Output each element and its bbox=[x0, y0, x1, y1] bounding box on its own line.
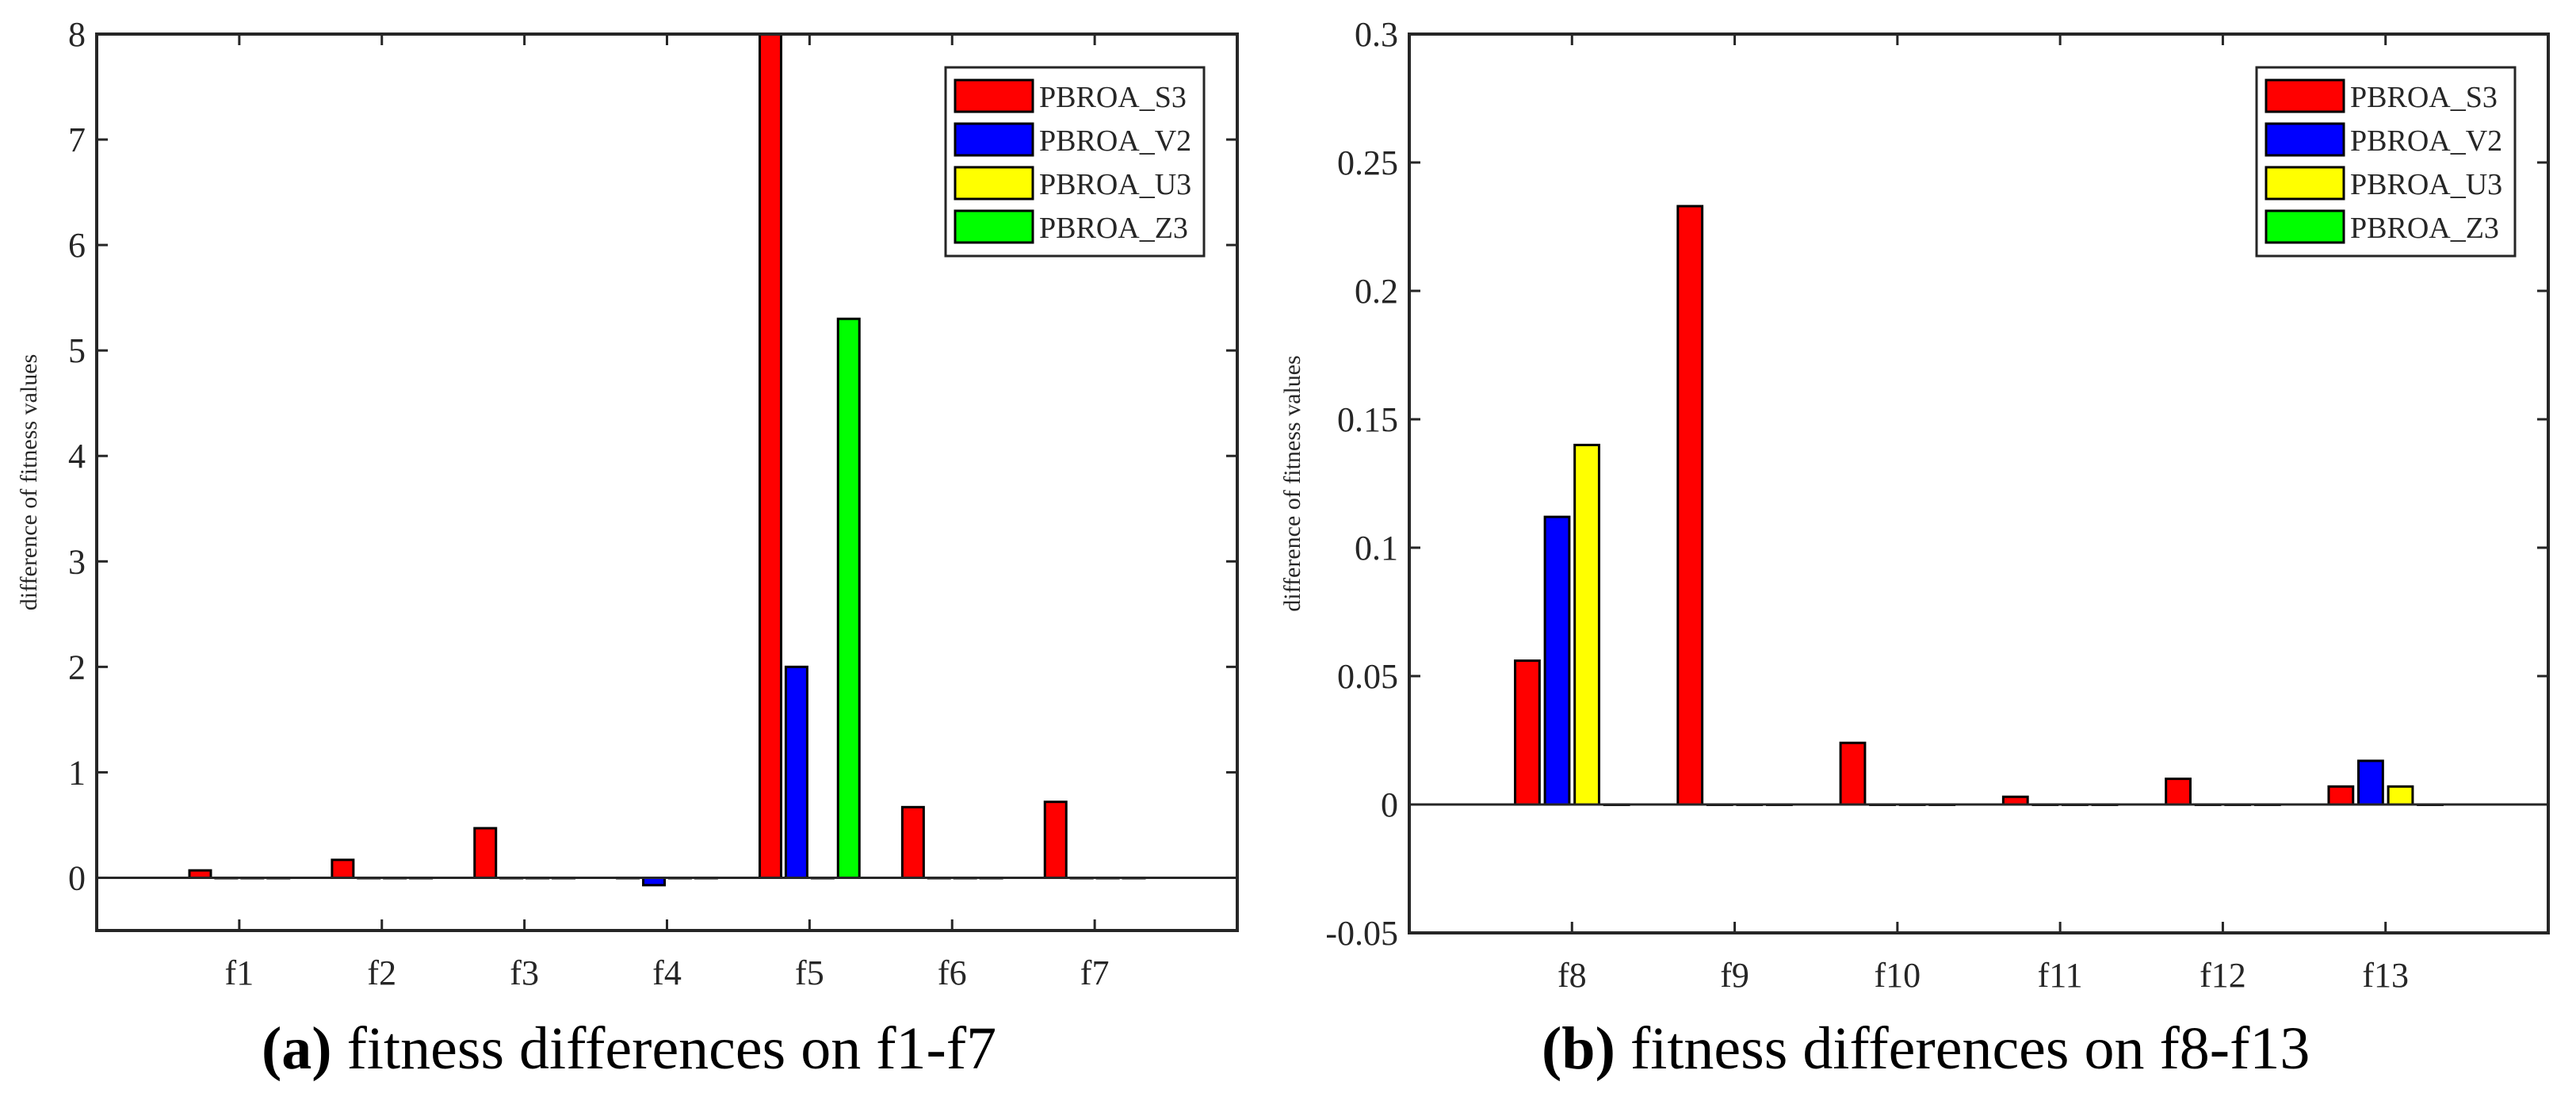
bar-PBROA_V2-f8 bbox=[1543, 515, 1571, 806]
bar-PBROA_S3-f7 bbox=[1043, 801, 1068, 879]
x-tick-label: f13 bbox=[2362, 956, 2409, 995]
y-tick-label: 0.15 bbox=[1337, 400, 1398, 439]
x-tick-label: f6 bbox=[938, 954, 967, 992]
bar-PBROA_Z3-f5 bbox=[836, 317, 861, 879]
y-tick-label: 0.1 bbox=[1355, 529, 1398, 568]
bar-PBROA_S3-f6 bbox=[900, 805, 925, 879]
legend-swatch-PBROA_S3 bbox=[2265, 78, 2345, 113]
x-tick-label: f9 bbox=[1720, 956, 1749, 995]
legend-label: PBROA_Z3 bbox=[2350, 212, 2499, 245]
y-axis-label: difference of fitness values bbox=[1279, 355, 1305, 611]
legend-swatch-PBROA_U3 bbox=[2265, 166, 2345, 201]
x-tick-label: f3 bbox=[510, 954, 539, 992]
y-tick-label: 0.3 bbox=[1355, 15, 1398, 54]
bar-PBROA_U3-f13 bbox=[2387, 785, 2414, 806]
x-tick-label: f11 bbox=[2038, 956, 2083, 995]
caption-a-text: fitness differences on f1-f7 bbox=[346, 1015, 997, 1082]
legend: PBROA_S3 PBROA_V2 PBROA_U3 PBROA_Z3 bbox=[2255, 66, 2517, 258]
y-tick-label: 0.25 bbox=[1337, 143, 1398, 182]
x-tick-label: f10 bbox=[1875, 956, 1921, 995]
y-tick-label: 1 bbox=[68, 753, 86, 792]
bar-PBROA_S3-f13 bbox=[2327, 785, 2355, 806]
panel-a: f1 f2 f3 f4 f5 f6 f7 0 1 2 3 4 5 6 7 8 difference of fit… bbox=[16, 15, 1239, 992]
legend-label: PBROA_Z3 bbox=[1039, 212, 1188, 245]
legend-label: PBROA_V2 bbox=[2350, 124, 2502, 158]
bar-PBROA_S3-f12 bbox=[2165, 778, 2192, 806]
y-tick-label: 2 bbox=[68, 648, 86, 686]
x-tick-label: f8 bbox=[1557, 956, 1587, 995]
bar-PBROA_S3-f3 bbox=[473, 827, 498, 879]
y-tick-label: 5 bbox=[68, 331, 86, 370]
legend-swatch-PBROA_U3 bbox=[954, 166, 1034, 201]
legend-label: PBROA_V2 bbox=[1039, 124, 1191, 158]
y-tick-label: 0 bbox=[68, 858, 86, 897]
legend-swatch-PBROA_Z3 bbox=[954, 209, 1034, 244]
y-tick-label: -0.05 bbox=[1325, 914, 1398, 953]
x-tick-label: f5 bbox=[795, 954, 824, 992]
legend-swatch-PBROA_V2 bbox=[954, 122, 1034, 157]
legend-swatch-PBROA_Z3 bbox=[2265, 209, 2345, 244]
x-tick-label: f7 bbox=[1080, 954, 1110, 992]
y-tick-label: 4 bbox=[68, 437, 86, 476]
bar-PBROA_S3-f10 bbox=[1839, 741, 1867, 806]
caption-b-text: fitness differences on f8-f13 bbox=[1630, 1015, 2310, 1082]
legend-swatch-PBROA_S3 bbox=[954, 78, 1034, 113]
legend-label: PBROA_U3 bbox=[2350, 168, 2502, 201]
y-tick-label: 3 bbox=[68, 542, 86, 581]
legend: PBROA_S3 PBROA_V2 PBROA_U3 PBROA_Z3 bbox=[944, 66, 1206, 258]
caption-a: (a) fitness differences on f1-f7 bbox=[262, 1015, 996, 1083]
legend-swatch-PBROA_V2 bbox=[2265, 122, 2345, 157]
x-tick-label: f12 bbox=[2200, 956, 2246, 995]
caption-b: (b) fitness differences on f8-f13 bbox=[1542, 1015, 2310, 1083]
panel-b: f8 f9 f10 f11 f12 f13 -0.05 0 0.05 0.1 0.15 0.2 0.25… bbox=[1279, 15, 2550, 995]
bar-PBROA_U3-f8 bbox=[1573, 443, 1600, 806]
y-tick-label: 0 bbox=[1381, 785, 1398, 824]
y-tick-label: 7 bbox=[68, 120, 86, 159]
bar-PBROA_S3-f2 bbox=[331, 858, 355, 879]
x-tick-label: f4 bbox=[652, 954, 682, 992]
y-tick-label: 0.2 bbox=[1355, 272, 1398, 311]
bar-PBROA_V2-f5 bbox=[784, 665, 808, 879]
axes-box bbox=[95, 32, 1239, 932]
y-tick-label: 6 bbox=[68, 226, 86, 265]
legend-label: PBROA_U3 bbox=[1039, 168, 1191, 201]
bar-PBROA_S3-f8 bbox=[1514, 659, 1541, 806]
legend-label: PBROA_S3 bbox=[2350, 81, 2498, 114]
caption-a-letter: (a) bbox=[262, 1015, 332, 1082]
y-tick-label: 8 bbox=[68, 15, 86, 54]
caption-b-letter: (b) bbox=[1542, 1015, 1615, 1082]
y-axis-label: difference of fitness values bbox=[16, 354, 42, 610]
axes-box bbox=[1408, 32, 2550, 934]
bar-PBROA_S3-f5 bbox=[759, 32, 782, 879]
y-tick-label: 0.05 bbox=[1337, 657, 1398, 696]
x-tick-label: f1 bbox=[225, 954, 254, 992]
x-tick-label: f2 bbox=[367, 954, 396, 992]
legend-label: PBROA_S3 bbox=[1039, 81, 1187, 114]
bar-PBROA_S3-f9 bbox=[1676, 204, 1704, 806]
bar-PBROA_V2-f13 bbox=[2357, 759, 2384, 806]
